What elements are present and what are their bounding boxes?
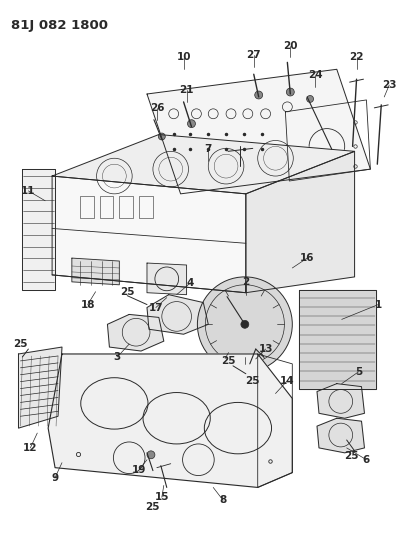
Text: 18: 18 xyxy=(81,300,95,310)
Text: 26: 26 xyxy=(150,103,164,113)
Text: 8: 8 xyxy=(220,495,227,505)
Text: 25: 25 xyxy=(120,287,135,297)
Circle shape xyxy=(187,120,195,127)
Polygon shape xyxy=(52,134,355,194)
Polygon shape xyxy=(108,314,164,351)
Text: 20: 20 xyxy=(283,41,298,51)
Text: 1: 1 xyxy=(375,300,382,310)
Text: 3: 3 xyxy=(114,352,121,362)
Circle shape xyxy=(147,451,155,459)
Text: 2: 2 xyxy=(242,277,249,287)
Text: 23: 23 xyxy=(382,80,397,90)
Polygon shape xyxy=(246,151,355,293)
Text: 5: 5 xyxy=(355,367,362,377)
Polygon shape xyxy=(48,354,292,488)
Circle shape xyxy=(197,277,292,372)
Polygon shape xyxy=(147,263,187,295)
Bar xyxy=(80,196,94,217)
Text: 15: 15 xyxy=(154,492,169,502)
Text: 13: 13 xyxy=(258,344,273,354)
Text: 14: 14 xyxy=(280,376,295,386)
Text: 10: 10 xyxy=(176,52,191,62)
Polygon shape xyxy=(147,295,208,334)
Text: 19: 19 xyxy=(132,465,146,474)
Text: 6: 6 xyxy=(363,455,370,465)
Text: 25: 25 xyxy=(13,339,28,349)
Text: 25: 25 xyxy=(344,451,359,461)
Circle shape xyxy=(255,91,263,99)
Circle shape xyxy=(306,95,314,102)
Text: 24: 24 xyxy=(308,70,322,80)
Text: 16: 16 xyxy=(300,253,314,263)
Text: 27: 27 xyxy=(247,51,261,60)
Text: 25: 25 xyxy=(245,376,260,386)
Circle shape xyxy=(241,320,249,328)
Polygon shape xyxy=(23,169,55,290)
Text: 22: 22 xyxy=(349,52,364,62)
Text: 9: 9 xyxy=(52,473,59,482)
Text: 81J 082 1800: 81J 082 1800 xyxy=(11,19,108,32)
Text: 11: 11 xyxy=(21,186,36,196)
Polygon shape xyxy=(19,347,62,428)
Text: 12: 12 xyxy=(23,443,38,453)
Text: 25: 25 xyxy=(221,356,235,366)
Text: 17: 17 xyxy=(148,303,163,312)
Text: 21: 21 xyxy=(179,85,194,95)
Bar xyxy=(139,196,153,217)
Text: 7: 7 xyxy=(204,144,212,155)
Polygon shape xyxy=(147,69,370,194)
Bar xyxy=(100,196,114,217)
Polygon shape xyxy=(299,290,376,389)
Text: 4: 4 xyxy=(187,278,194,288)
Polygon shape xyxy=(52,176,246,293)
Bar xyxy=(119,196,133,217)
Circle shape xyxy=(286,88,294,96)
Polygon shape xyxy=(72,258,119,285)
Polygon shape xyxy=(317,384,364,418)
Polygon shape xyxy=(317,418,364,453)
Text: 25: 25 xyxy=(145,502,159,512)
Circle shape xyxy=(158,133,165,140)
